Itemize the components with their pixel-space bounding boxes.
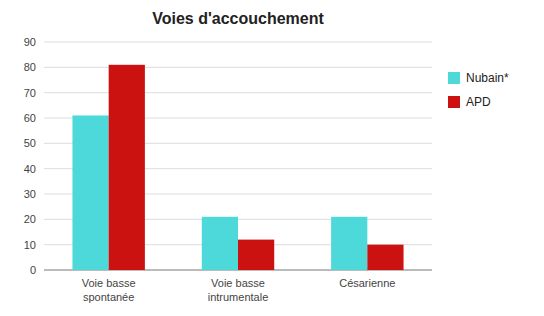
y-tick-label: 90 [24, 36, 36, 48]
legend-label: APD [466, 95, 491, 109]
legend-swatch [448, 72, 460, 84]
bar [331, 217, 367, 270]
y-tick-label: 30 [24, 188, 36, 200]
legend: Nubain* APD [448, 71, 509, 109]
y-tick-label: 70 [24, 87, 36, 99]
x-tick-label: Voie basse intrumentale [208, 277, 269, 303]
bar [367, 245, 403, 270]
grid-line [44, 67, 432, 68]
legend-label: Nubain* [466, 71, 509, 85]
x-tick-label-line: Voie basse [211, 277, 265, 289]
bar [202, 217, 238, 270]
bar [72, 115, 108, 270]
x-tick-label: Césarienne [339, 277, 395, 289]
bar [238, 240, 274, 270]
y-tick-label: 0 [30, 264, 36, 276]
chart-container: Voies d'accouchement 0 10 20 30 40 50 60 70 80 90 V… [0, 0, 544, 316]
grid-line [44, 92, 432, 93]
x-axis: Voie basse spontanée Voie basse intrumental… [82, 277, 396, 303]
chart-svg: Voies d'accouchement 0 10 20 30 40 50 60 70 80 90 V… [0, 0, 544, 316]
y-tick-label: 60 [24, 112, 36, 124]
x-tick-label: Voie basse spontanée [82, 277, 136, 303]
y-tick-label: 10 [24, 239, 36, 251]
x-tick-label-line: Voie basse [82, 277, 136, 289]
title: Voies d'accouchement [152, 10, 324, 27]
y-tick-label: 20 [24, 213, 36, 225]
y-tick-label: 50 [24, 137, 36, 149]
grid-line [44, 42, 432, 43]
bar [109, 65, 145, 270]
y-tick-label: 80 [24, 61, 36, 73]
x-tick-label-line: spontanée [83, 291, 134, 303]
legend-swatch [448, 96, 460, 108]
y-axis: 0 10 20 30 40 50 60 70 80 90 [24, 36, 432, 276]
x-tick-label-line: Césarienne [339, 277, 395, 289]
x-tick-label-line: intrumentale [208, 291, 269, 303]
y-tick-label: 40 [24, 163, 36, 175]
bars [72, 65, 403, 270]
